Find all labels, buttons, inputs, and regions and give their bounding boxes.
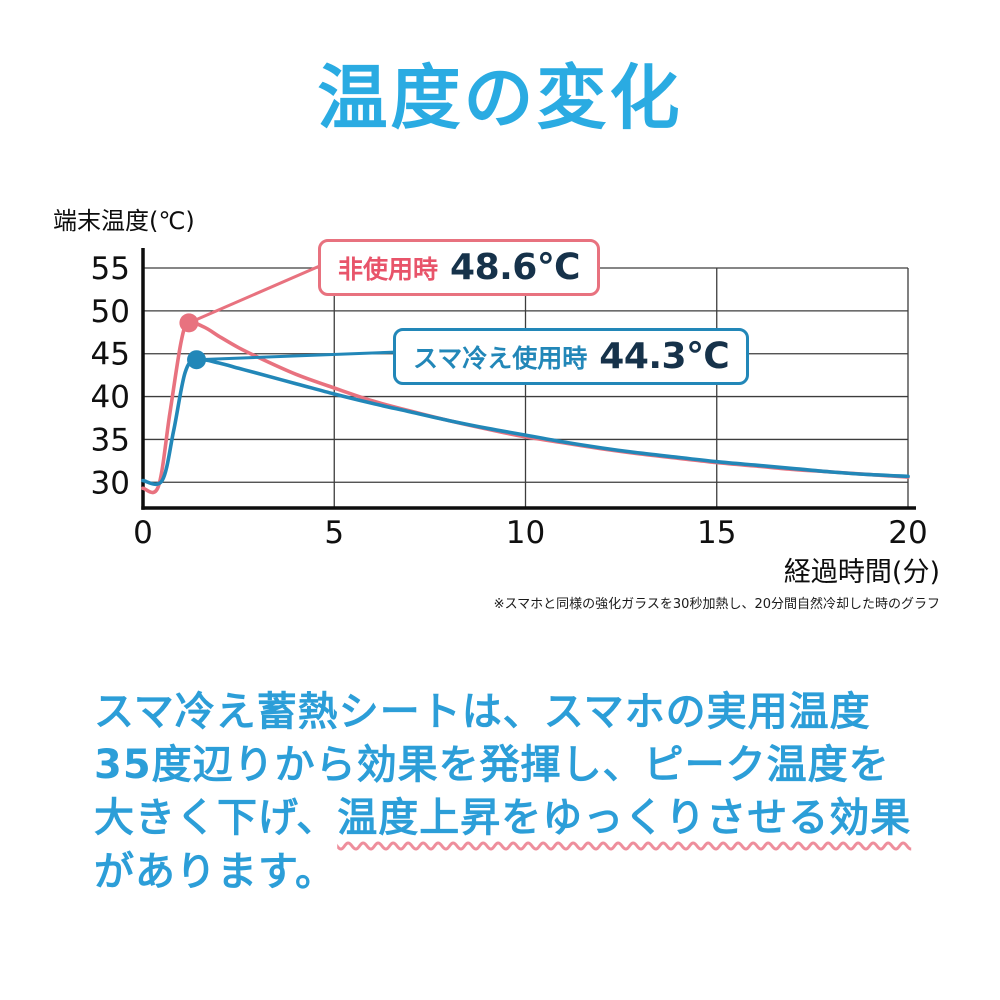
svg-text:0: 0 [133,515,153,551]
temperature-line-chart: 30 35 40 45 50 55 0 5 10 15 20 [91,248,928,551]
callout-in-use-value: 44.3℃ [599,336,730,377]
footnote: ※スマホと同様の強化ガラスを30秒加熱し、20分間自然冷却した時のグラフ [493,597,940,612]
svg-text:20: 20 [888,515,927,551]
callout-not-in-use: 非使用時 48.6℃ [318,239,600,296]
svg-text:55: 55 [91,251,130,287]
callout-in-use-label: スマ冷え使用時 [413,343,588,373]
svg-text:50: 50 [91,294,130,330]
svg-text:10: 10 [506,515,545,551]
svg-text:5: 5 [324,515,344,551]
description-line-1: スマ冷え蓄熱シートは、スマホの実用温度 [94,689,871,735]
svg-text:40: 40 [91,380,130,416]
x-axis-label: 経過時間(分) [783,557,940,588]
callout-not-in-use-label: 非使用時 [338,254,439,284]
description-text: スマ冷え蓄熱シートは、スマホの実用温度 35度辺りから効果を発揮し、ピーク温度を… [94,686,911,899]
svg-text:30: 30 [91,465,130,501]
y-axis-label: 端末温度(℃) [53,207,195,235]
svg-text:35: 35 [91,422,130,458]
description-line-4: があります。 [94,848,336,895]
svg-text:45: 45 [91,337,130,373]
description-line-3-plain: 大きく下げ、 [94,795,338,842]
description-line-3-highlight: 温度上昇をゆっくりさせる効果 [337,795,912,842]
page-title: 温度の変化 [317,57,683,139]
svg-text:15: 15 [697,515,736,551]
description-line-2: 35度辺りから効果を発揮し、ピーク温度を [94,742,890,789]
callout-in-use: スマ冷え使用時 44.3℃ [393,328,750,385]
description-line-3: 大きく下げ、温度上昇をゆっくりさせる効果 [94,792,911,845]
callout-not-in-use-value: 48.6℃ [450,247,580,288]
